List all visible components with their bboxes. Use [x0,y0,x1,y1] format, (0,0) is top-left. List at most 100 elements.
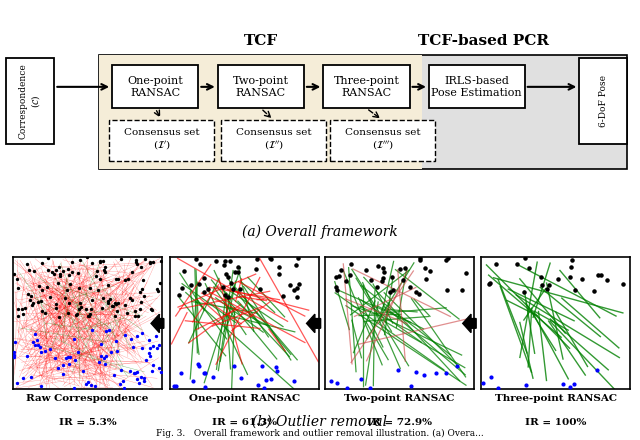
Point [137,329,147,336]
Text: Three-point RANSAC: Three-point RANSAC [495,394,617,403]
Point [188,378,198,385]
Point [172,382,182,389]
Point [345,272,355,279]
Point [569,381,579,388]
Point [378,265,388,272]
Point [271,364,282,371]
Point [54,313,64,320]
Point [139,378,149,385]
Text: TCF-based PCR: TCF-based PCR [418,33,548,48]
Point [130,369,140,376]
Point [356,375,366,382]
Point [144,336,154,343]
Point [147,305,157,312]
Point [95,259,105,266]
Point [138,345,148,352]
Point [99,266,109,273]
Point [385,289,396,296]
Point [193,361,203,368]
Point [524,265,534,272]
Point [28,339,38,346]
Point [36,297,46,304]
Point [152,286,162,293]
Point [199,288,209,295]
Point [75,300,85,307]
Point [104,326,114,334]
Point [156,279,166,286]
Point [346,260,356,268]
Point [58,268,68,275]
Point [63,300,74,307]
Point [71,312,81,319]
Point [536,282,547,289]
Point [478,379,488,386]
Point [22,291,33,298]
Point [55,273,65,280]
Point [100,327,111,334]
Point [113,300,123,307]
Point [111,338,121,345]
Point [365,385,375,392]
Point [406,383,417,390]
Point [542,286,552,293]
Point [126,335,136,342]
Text: Consensus set
($\mathcal{I}'''$): Consensus set ($\mathcal{I}'''$) [344,128,420,153]
Point [195,261,205,268]
Point [132,375,143,382]
Point [29,268,39,275]
Point [40,310,50,317]
Point [136,374,146,381]
Point [37,260,47,267]
Point [85,311,95,318]
Point [81,306,91,313]
Point [111,275,121,282]
Point [591,367,602,374]
Point [118,377,128,384]
Point [230,268,241,275]
Point [83,312,93,319]
Point [86,306,96,313]
Point [426,268,436,275]
Point [100,361,110,368]
Point [63,310,73,317]
Point [70,356,80,363]
Point [521,381,531,389]
Point [26,374,36,381]
Point [135,288,145,295]
Point [139,292,149,299]
Point [77,367,88,374]
Point [12,380,22,387]
Point [331,283,341,290]
Point [602,276,612,283]
Point [10,339,20,346]
Point [83,254,93,261]
Point [442,286,452,293]
Point [226,280,236,287]
Point [154,288,164,295]
Point [68,336,79,343]
Point [64,272,74,279]
Point [387,274,397,281]
Point [18,311,28,318]
Point [122,310,132,317]
Point [67,259,77,266]
Point [136,298,147,305]
Point [544,281,554,288]
Point [103,299,113,306]
Point [154,364,164,371]
Text: Two-point
RANSAC: Two-point RANSAC [233,76,289,98]
Point [8,354,19,361]
Point [223,293,233,301]
Bar [99,55,422,169]
Point [145,353,156,360]
Point [207,374,218,381]
Text: Raw Correspondence: Raw Correspondence [26,394,148,403]
Point [195,363,205,370]
Point [95,276,106,283]
Point [20,304,30,312]
Point [12,276,22,283]
Point [593,271,604,278]
Point [107,303,117,310]
Point [372,284,383,291]
Text: (b) Outlier removal: (b) Outlier removal [252,415,388,429]
